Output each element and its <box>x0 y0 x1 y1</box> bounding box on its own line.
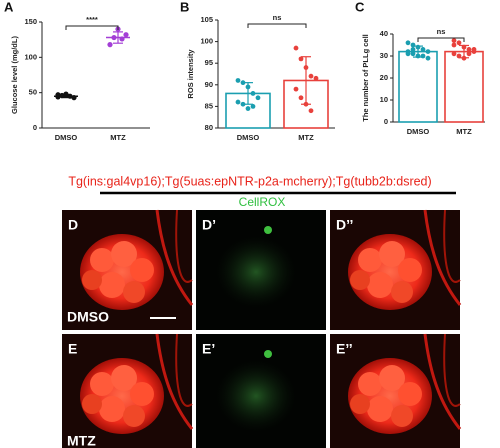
data-point <box>451 42 457 48</box>
data-point <box>293 45 299 51</box>
significance-label: ns <box>437 27 446 36</box>
data-point <box>240 80 246 86</box>
data-point <box>313 75 319 81</box>
data-point <box>67 93 73 99</box>
significance-bracket <box>65 25 119 30</box>
data-point <box>471 47 477 52</box>
y-axis-label: ROS intensity <box>186 49 195 99</box>
y-axis-label: Glucose level (mg/dL) <box>10 36 19 114</box>
y-tick-label: 85 <box>205 101 213 110</box>
data-point <box>308 73 314 79</box>
row-label: MTZ <box>67 433 96 448</box>
data-point <box>415 44 421 50</box>
y-tick-label: 50 <box>29 88 37 97</box>
data-point <box>425 49 431 54</box>
data-point <box>71 95 77 101</box>
y-axis-label: The number of PLLg cell <box>361 34 370 122</box>
micrograph <box>60 332 194 448</box>
y-tick-label: 100 <box>24 52 37 61</box>
data-point <box>461 44 467 50</box>
data-point <box>405 40 411 46</box>
micrograph <box>196 334 326 448</box>
y-tick-label: 30 <box>380 51 388 60</box>
data-point <box>111 34 117 41</box>
data-point <box>466 47 472 52</box>
micrographs <box>60 208 462 448</box>
data-point <box>245 106 251 111</box>
data-point <box>240 101 246 107</box>
panel-label: B <box>180 0 189 14</box>
data-point <box>63 91 69 97</box>
data-point <box>415 53 421 59</box>
x-tick-label: MTZ <box>298 133 314 142</box>
y-tick-label: 100 <box>200 37 213 46</box>
image-label: E <box>68 341 77 357</box>
y-tick-label: 90 <box>205 80 213 89</box>
data-point <box>293 86 299 92</box>
image-label: D’’ <box>336 217 353 233</box>
data-point <box>410 42 416 48</box>
x-tick-label: DMSO <box>237 133 260 142</box>
data-point <box>55 92 61 98</box>
x-tick-label: DMSO <box>55 133 78 142</box>
x-tick-label: MTZ <box>456 127 472 136</box>
data-point <box>235 99 241 105</box>
data-point <box>303 65 309 70</box>
data-point <box>451 51 457 57</box>
data-point <box>250 104 256 109</box>
significance-bracket <box>247 23 307 28</box>
x-tick-label: MTZ <box>110 133 126 142</box>
image-label: D <box>68 217 78 233</box>
data-point <box>466 51 472 57</box>
genotype: Tg(ins:gal4vp16);Tg(5uas:epNTR-p2a-mcher… <box>68 174 431 188</box>
data-point <box>59 92 65 99</box>
y-tick-label: 95 <box>205 58 213 67</box>
significance-label: ns <box>273 13 282 22</box>
data-point <box>119 36 125 42</box>
y-tick-label: 0 <box>33 123 37 132</box>
panel-label: C <box>355 0 365 14</box>
data-point <box>456 53 462 59</box>
data-point <box>308 108 314 114</box>
data-point <box>298 56 304 62</box>
y-tick-label: 150 <box>24 17 37 26</box>
data-point <box>303 101 309 107</box>
data-point <box>456 40 462 46</box>
row-label: DMSO <box>67 309 109 325</box>
data-point <box>420 47 426 52</box>
data-point <box>461 55 467 61</box>
significance-bracket <box>417 37 465 42</box>
y-tick-label: 105 <box>200 15 213 24</box>
y-tick-label: 40 <box>380 29 388 38</box>
data-point <box>245 84 251 90</box>
bar <box>398 50 438 123</box>
data-point <box>235 78 241 83</box>
image-label: E’ <box>202 341 215 357</box>
data-point <box>420 53 426 59</box>
x-tick-label: DMSO <box>407 127 430 136</box>
stain-label: CellROX <box>239 195 286 209</box>
data-point <box>410 51 416 57</box>
y-tick-label: 80 <box>205 123 213 132</box>
data-point <box>410 47 416 52</box>
significance-label: **** <box>86 15 98 24</box>
data-point <box>123 32 129 38</box>
data-point <box>107 42 113 48</box>
bar <box>444 50 484 123</box>
data-point <box>298 95 304 101</box>
image-label: D’ <box>202 217 216 233</box>
data-point <box>250 91 256 96</box>
y-tick-label: 20 <box>380 73 388 82</box>
y-tick-label: 10 <box>380 95 388 104</box>
y-tick-label: 0 <box>384 117 388 126</box>
data-point <box>425 55 431 61</box>
data-point <box>255 95 261 101</box>
image-label: E’’ <box>336 341 353 357</box>
data-point <box>451 38 457 43</box>
panel-label: A <box>4 0 14 14</box>
data-point <box>405 51 411 57</box>
